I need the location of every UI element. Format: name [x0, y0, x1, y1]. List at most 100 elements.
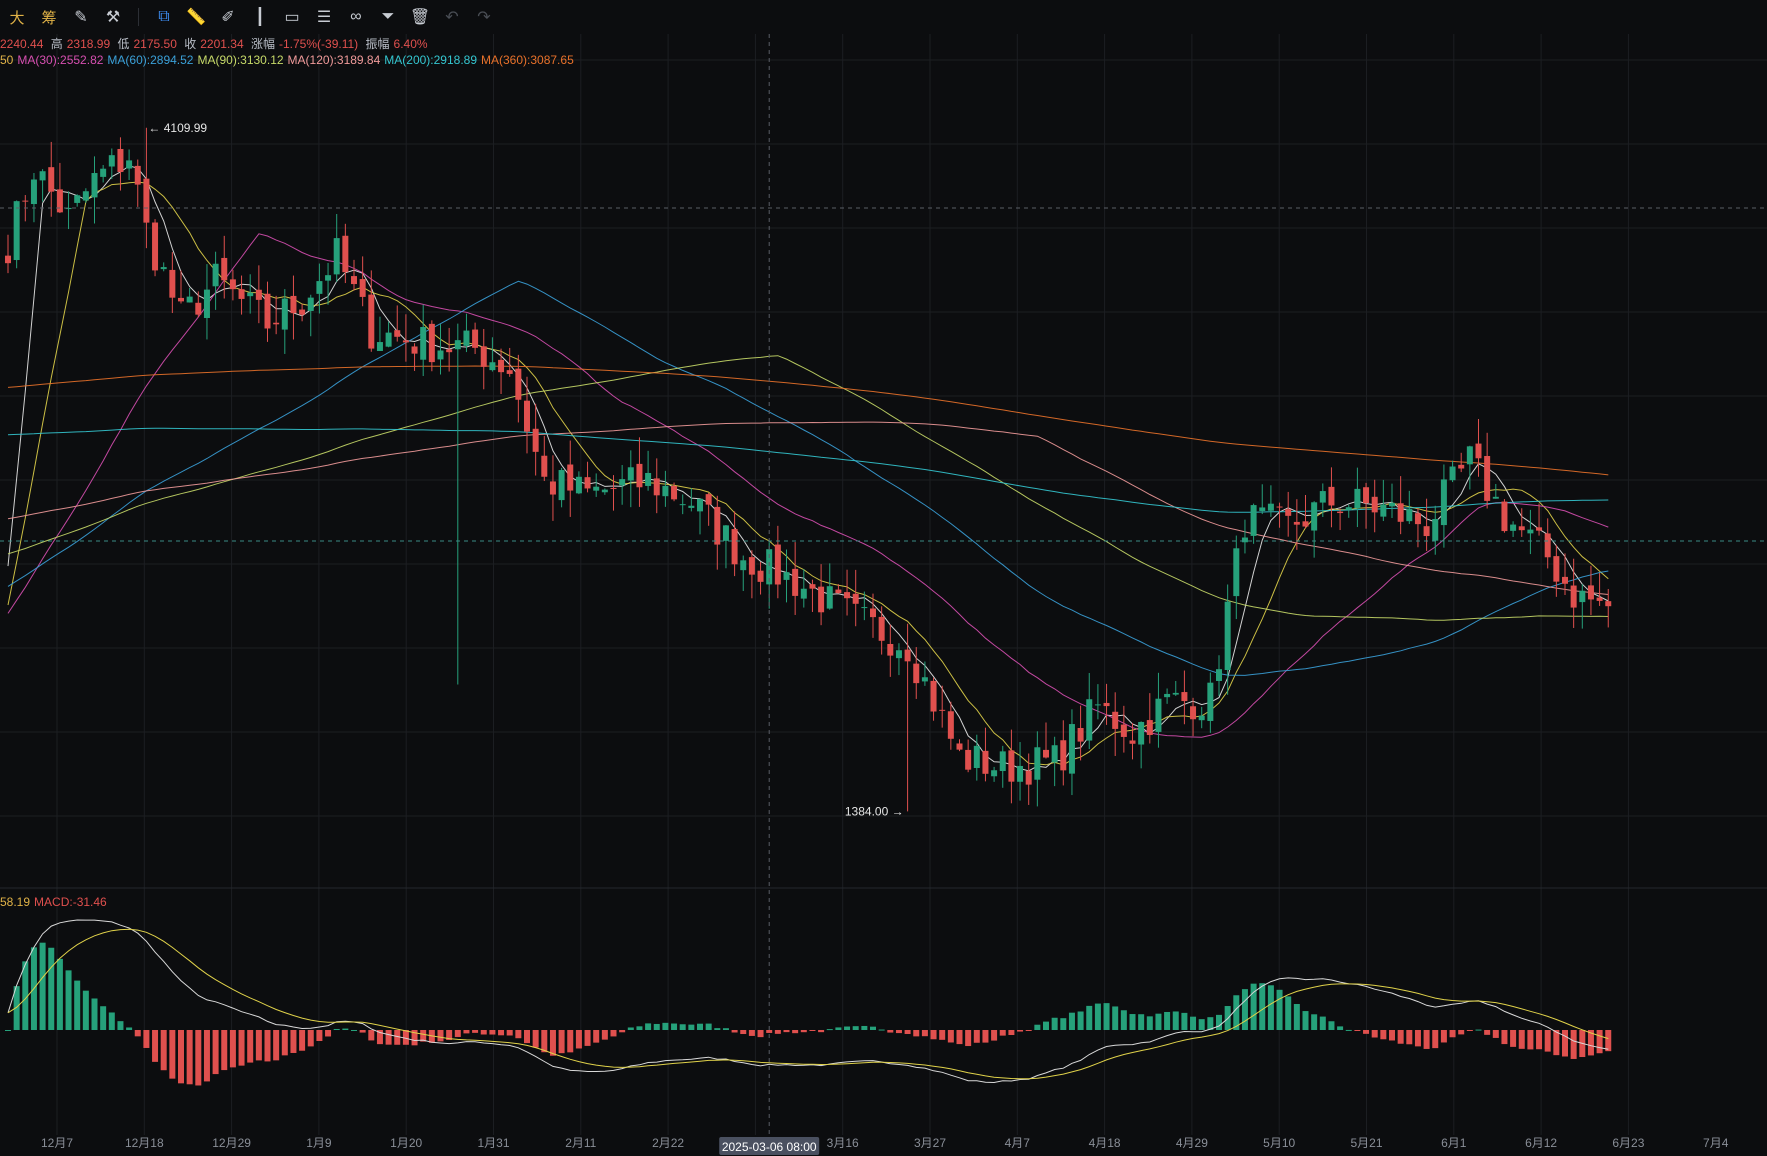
macd-histogram-bar: [281, 1030, 288, 1056]
macd-histogram-bar: [1536, 1030, 1543, 1050]
undo-icon[interactable]: ↶: [445, 9, 459, 26]
macd-histogram-bar: [169, 1030, 176, 1079]
macd-histogram-bar: [930, 1030, 937, 1040]
candle-body: [221, 257, 228, 281]
low-label: 低: [117, 37, 130, 51]
candle-body: [1051, 745, 1058, 763]
candle-body: [1397, 503, 1404, 522]
macd-histogram-bar: [878, 1029, 885, 1031]
candle-body: [454, 340, 461, 350]
macd-histogram-bar: [1354, 1030, 1361, 1031]
notes-icon[interactable]: ☰: [316, 9, 332, 26]
macd-histogram-bar: [1458, 1030, 1465, 1035]
candle-body: [126, 160, 133, 169]
trash-icon[interactable]: 🗑: [409, 9, 431, 26]
macd-histogram-bar: [1380, 1030, 1387, 1040]
candle-body: [619, 479, 626, 486]
macd-legend: 58.19 MACD:-31.46: [0, 895, 111, 909]
macd-histogram-bar: [1570, 1030, 1577, 1059]
high-annotation: ← 4109.99: [148, 121, 207, 135]
candle-body: [1172, 692, 1179, 695]
indicator-text-chip[interactable]: 筹: [41, 9, 57, 27]
macd-histogram-bar: [714, 1028, 721, 1030]
candle-body: [1259, 507, 1266, 511]
candle-body: [1129, 740, 1136, 744]
candle-body: [1406, 509, 1413, 522]
candle-body: [247, 292, 254, 297]
candle-body: [653, 478, 660, 496]
macd-histogram-bar: [774, 1030, 781, 1034]
candle-body: [1103, 702, 1110, 707]
macd-histogram-bar: [1406, 1030, 1413, 1045]
macd-histogram-bar: [575, 1030, 582, 1049]
clipboard-icon[interactable]: ▭: [284, 9, 300, 26]
macd-histogram-bar: [1068, 1012, 1075, 1030]
macd-histogram-bar: [593, 1030, 600, 1043]
pencil-icon[interactable]: ✐: [221, 9, 235, 26]
candle-body: [1345, 507, 1352, 510]
candle-body: [1414, 513, 1421, 525]
macd-histogram-bar: [1025, 1030, 1032, 1031]
macd-histogram-bar: [870, 1026, 876, 1030]
filter-icon[interactable]: ⏷: [381, 8, 395, 25]
macd-histogram-bar: [1544, 1030, 1551, 1052]
macd-histogram-bar: [1518, 1030, 1525, 1049]
macd-histogram-bar: [368, 1030, 375, 1041]
amplitude-label: 振幅: [365, 37, 390, 51]
macd-histogram-bar: [532, 1030, 539, 1048]
macd-histogram-bar: [203, 1030, 210, 1082]
macd-histogram-bar: [991, 1030, 998, 1041]
redo-icon[interactable]: ↷: [477, 9, 491, 26]
macd-histogram-bar: [627, 1027, 634, 1030]
macd-histogram-bar: [65, 970, 72, 1030]
macd-histogram-bar: [515, 1030, 522, 1039]
candle-body: [991, 770, 998, 777]
candle-body: [1276, 506, 1283, 508]
macd-histogram-bar: [108, 1012, 115, 1030]
indicator-text-big[interactable]: 大: [9, 9, 25, 27]
candle-body: [800, 588, 807, 599]
candle-body: [74, 195, 81, 203]
ruler-icon[interactable]: 📏: [186, 9, 206, 26]
low-value: 2175.50: [133, 37, 177, 51]
macd-histogram-bar: [679, 1024, 686, 1030]
candle-body: [402, 340, 409, 343]
candle-body: [56, 189, 63, 213]
macd-histogram-bar: [1596, 1030, 1603, 1054]
candle-body: [1025, 770, 1032, 785]
tool-icon[interactable]: ⚒: [105, 9, 121, 26]
x-axis-tick-label: 12月7: [41, 1136, 73, 1150]
candle-body: [1484, 455, 1491, 501]
x-axis-tick-label: 6月1: [1441, 1136, 1467, 1150]
macd-dif-line: [7, 919, 1609, 1084]
macd-histogram-bar: [653, 1023, 660, 1030]
edit-icon[interactable]: ✎: [74, 9, 88, 26]
ma-legend-item: MA(120):3189.84: [287, 53, 381, 67]
candle-body: [1146, 720, 1153, 735]
amplitude-value: 6.40%: [393, 37, 428, 51]
macd-histogram-bar: [844, 1026, 851, 1030]
candle-body: [1328, 486, 1335, 506]
link-icon[interactable]: ∞: [350, 8, 362, 25]
x-axis-tick-label: 5月21: [1350, 1136, 1382, 1150]
candle-body: [982, 750, 989, 774]
candle-body: [13, 201, 20, 261]
candles-icon[interactable]: ┃: [255, 9, 265, 26]
x-axis-tick-label: 6月23: [1612, 1136, 1644, 1150]
candle-body: [809, 584, 816, 589]
candle-body: [169, 269, 176, 298]
macd-histogram-bar: [947, 1030, 954, 1043]
copy-icon[interactable]: ⧉: [158, 8, 170, 25]
candle-body: [152, 222, 159, 271]
candle-body: [342, 235, 349, 273]
candle-body: [1311, 502, 1318, 531]
macd-histogram-bar: [826, 1029, 833, 1031]
macd-histogram-bar: [394, 1030, 401, 1045]
macd-histogram-bar: [342, 1028, 349, 1030]
macd-histogram-bar: [480, 1030, 487, 1035]
macd-histogram-bar: [541, 1030, 548, 1053]
macd-histogram-bar: [385, 1030, 392, 1045]
macd-histogram-bar: [238, 1030, 245, 1066]
candle-body: [1293, 521, 1300, 525]
